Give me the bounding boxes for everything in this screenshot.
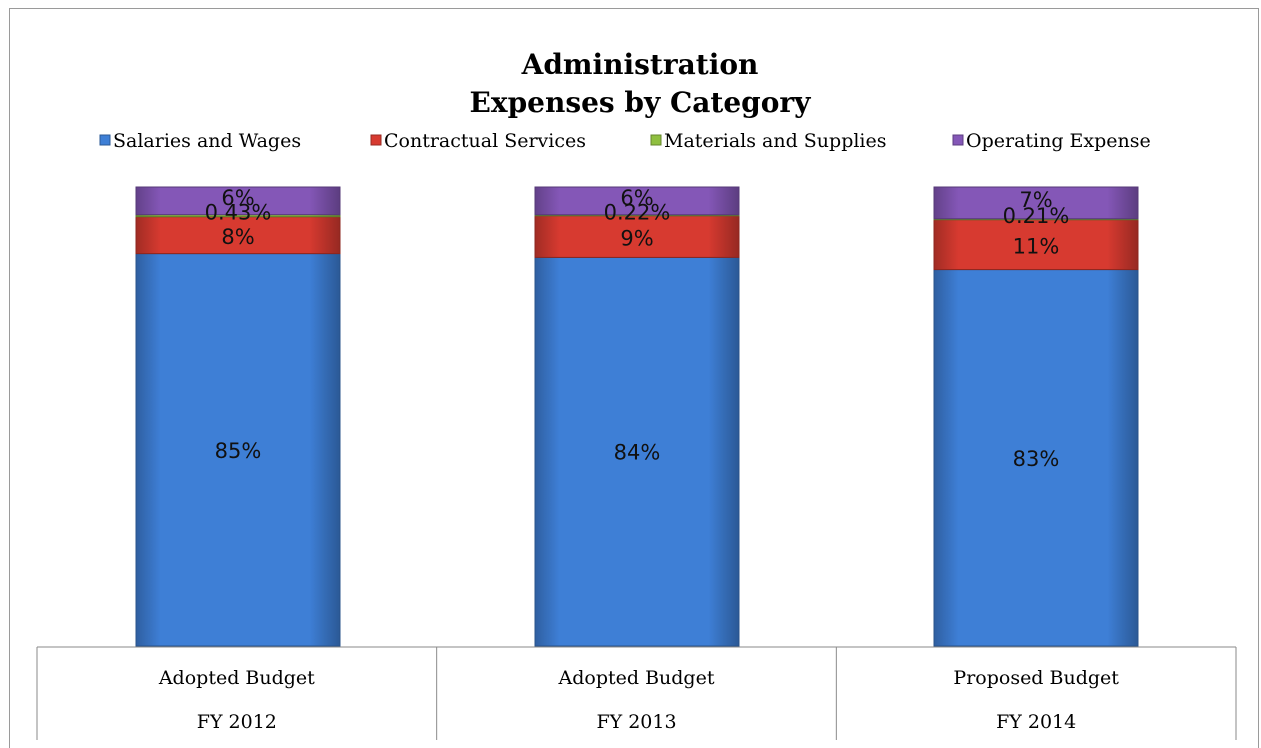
bar-adopted-budget-fy-2012: 85% 8%0.43%6%: [135, 186, 341, 647]
category-label: Adopted Budget FY 2013: [558, 667, 715, 733]
data-label-operating-expense: 6%: [620, 186, 653, 210]
bar-segment-operating-expense: [933, 186, 1139, 220]
legend-item-operating-expense: Operating Expense: [952, 130, 1151, 152]
bar-segment-operating-expense: [135, 186, 341, 216]
bars: 85%8%0.43%6%84%9%0.22%6%83%11%0.21%7%: [135, 186, 1139, 647]
category-label-line-2: FY 2014: [996, 711, 1076, 733]
category-label-line-2: FY 2012: [197, 711, 277, 733]
data-label-contractual-services: 9%: [620, 227, 653, 251]
bar-segment-salaries-and-wages: [135, 253, 341, 647]
bar-segment-contractual-services: [534, 215, 740, 258]
data-label-materials-and-supplies: 0.43%: [205, 201, 272, 225]
bar-proposed-budget-fy-2014: 83% 11% 0.21%7%: [933, 186, 1139, 647]
category-label: Proposed Budget FY 2014: [953, 667, 1119, 733]
data-label-materials-and-supplies: 0.22%: [604, 200, 671, 224]
data-label-salaries-and-wages: 83%: [1013, 447, 1060, 471]
category-label-line-1: Proposed Budget: [953, 667, 1119, 689]
legend-item-contractual-services: Contractual Services: [370, 130, 586, 152]
bar-adopted-budget-fy-2013: 84% 9% 0.22%6%: [534, 186, 740, 647]
bar-segment-contractual-services: [933, 219, 1139, 271]
legend-label-salaries-and-wages: Salaries and Wages: [113, 130, 301, 152]
data-label-operating-expense: 7%: [1019, 188, 1052, 212]
data-label-contractual-services: 11%: [1013, 235, 1060, 259]
bar-segment-salaries-and-wages: [933, 269, 1139, 647]
chart-title-line-1: Administration: [521, 48, 759, 81]
legend-label-materials-and-supplies: Materials and Supplies: [664, 130, 887, 152]
category-label-line-1: Adopted Budget: [558, 667, 715, 689]
data-label-materials-and-supplies: 0.21%: [1003, 204, 1070, 228]
chart-title: Administration Expenses by Category: [470, 48, 812, 119]
legend-swatch-operating-expense: [952, 134, 964, 146]
category-label-line-2: FY 2013: [596, 711, 676, 733]
legend-swatch-materials-and-supplies: [650, 134, 662, 146]
chart-frame: [9, 8, 1259, 748]
data-label-contractual-services: 8%: [221, 225, 254, 249]
bar-segment-operating-expense: [534, 186, 740, 216]
category-label-line-1: Adopted Budget: [158, 667, 315, 689]
legend-item-salaries-and-wages: Salaries and Wages: [99, 130, 301, 152]
legend-label-contractual-services: Contractual Services: [384, 130, 586, 152]
bar-segment-salaries-and-wages: [534, 256, 740, 647]
legend-swatch-salaries-and-wages: [99, 134, 111, 146]
data-label-operating-expense: 6%: [221, 186, 254, 210]
legend-label-operating-expense: Operating Expense: [966, 130, 1151, 152]
legend: Salaries and Wages Contractual Services Ma…: [99, 130, 1151, 152]
category-label: Adopted Budget FY 2012: [158, 667, 315, 733]
data-label-salaries-and-wages: 85%: [215, 439, 262, 463]
legend-item-materials-and-supplies: Materials and Supplies: [650, 130, 887, 152]
chart-title-line-2: Expenses by Category: [470, 86, 812, 119]
legend-swatch-contractual-services: [370, 134, 382, 146]
category-axis: Adopted Budget FY 2012 Adopted Budget FY 20…: [36, 646, 1237, 740]
data-label-salaries-and-wages: 84%: [614, 441, 661, 465]
bar-segment-contractual-services: [135, 216, 341, 255]
